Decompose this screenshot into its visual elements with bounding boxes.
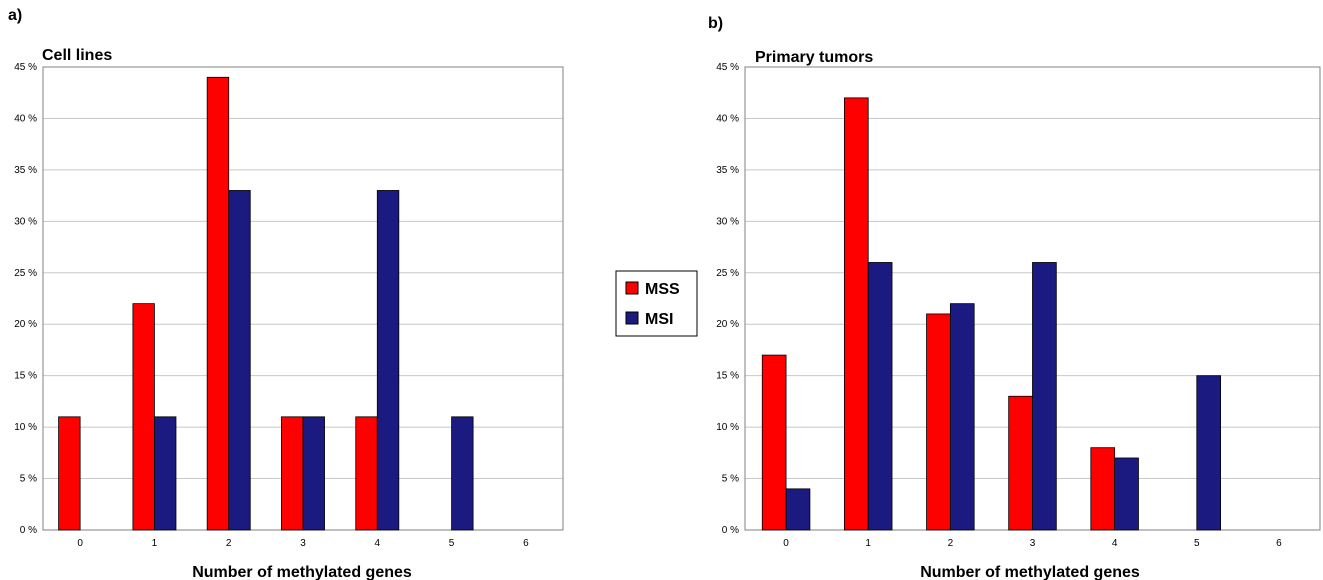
- y-tick-label-a: 10 %: [14, 422, 37, 433]
- chart-title-a: Cell lines: [42, 47, 112, 64]
- y-tick-label-a: 5 %: [20, 474, 37, 485]
- bar-mss-3-b: [1008, 395, 1033, 531]
- chart-panel-b: b) Primary tumors 0 % 5 % 10 % 15 % 20 % 25 %…: [708, 15, 1321, 580]
- bar-mss-4-b: [1090, 447, 1116, 531]
- x-tick-label-b: 6: [1276, 538, 1282, 549]
- y-tick-label-b: 35 %: [716, 165, 739, 176]
- x-tick-label-b: 2: [948, 538, 954, 549]
- legend-label-msi: MSI: [645, 311, 673, 328]
- plot-area-b: 0 % 5 % 10 % 15 % 20 % 25 % 30 % 35 % 40 % 45 % 0 1…: [716, 62, 1321, 549]
- bar-msi-1-b: [867, 262, 893, 531]
- panel-label-b: b): [708, 15, 723, 32]
- y-tick-label-b: 40 %: [716, 113, 739, 124]
- bar-mss-2-a: [206, 76, 230, 531]
- plot-area-a: 0 % 5 % 10 % 15 % 20 % 25 % 30 % 35 % 40 % 45 % 0 1…: [14, 62, 564, 549]
- legend-swatch-msi: [625, 311, 639, 325]
- bar-msi-1-a: [154, 416, 177, 531]
- x-tick-label-b: 3: [1030, 538, 1036, 549]
- x-tick-label-b: 4: [1112, 538, 1118, 549]
- y-tick-label-a: 25 %: [14, 268, 37, 279]
- y-tick-label-b: 25 %: [716, 268, 739, 279]
- y-tick-label-a: 35 %: [14, 165, 37, 176]
- legend-label-mss: MSS: [645, 281, 680, 298]
- x-axis-title-a: Number of methylated genes: [192, 564, 412, 580]
- x-tick-label-b: 1: [865, 538, 871, 549]
- x-axis-title-b: Number of methylated genes: [920, 564, 1140, 580]
- bar-mss-1-b: [843, 97, 869, 531]
- bar-msi-4-a: [376, 190, 400, 531]
- bar-mss-2-b: [926, 313, 951, 531]
- legend: MSS MSI: [615, 270, 698, 337]
- y-tick-label-b: 0 %: [722, 525, 739, 536]
- y-tick-label-b: 30 %: [716, 216, 739, 227]
- bar-msi-0-b: [785, 488, 811, 531]
- x-tick-label-a: 5: [449, 538, 455, 549]
- bar-msi-4-b: [1114, 457, 1139, 531]
- bar-mss-0-b: [761, 354, 787, 531]
- y-tick-label-b: 45 %: [716, 62, 739, 73]
- chart-title-b: Primary tumors: [755, 49, 873, 66]
- x-tick-label-b: 0: [783, 538, 789, 549]
- x-tick-label-b: 5: [1194, 538, 1200, 549]
- bar-msi-5-b: [1196, 375, 1222, 531]
- y-tick-label-a: 30 %: [14, 216, 37, 227]
- bar-mss-1-a: [132, 303, 155, 531]
- bar-mss-0-a: [58, 416, 81, 531]
- bar-mss-4-a: [355, 416, 378, 531]
- x-tick-label-a: 6: [523, 538, 529, 549]
- x-tick-label-a: 1: [152, 538, 158, 549]
- y-tick-label-b: 5 %: [722, 474, 739, 485]
- x-tick-label-a: 4: [375, 538, 381, 549]
- bar-msi-5-a: [451, 416, 474, 531]
- chart-panel-a: a) Cell lines 0 % 5 % 10 % 15 % 20 % 25 % 30 %…: [8, 7, 564, 580]
- bar-mss-3-a: [281, 416, 304, 531]
- y-tick-label-b: 15 %: [716, 371, 739, 382]
- y-tick-label-a: 15 %: [14, 371, 37, 382]
- bar-msi-3-b: [1032, 262, 1057, 531]
- bar-msi-3-a: [302, 416, 325, 531]
- x-tick-label-a: 3: [300, 538, 306, 549]
- y-tick-label-a: 45 %: [14, 62, 37, 73]
- legend-box: [615, 270, 698, 337]
- panel-label-a: a): [8, 7, 22, 24]
- legend-swatch-mss: [625, 281, 639, 295]
- y-tick-label-b: 20 %: [716, 319, 739, 330]
- y-tick-label-a: 40 %: [14, 113, 37, 124]
- x-tick-label-a: 2: [226, 538, 232, 549]
- y-tick-label-b: 10 %: [716, 422, 739, 433]
- bar-msi-2-b: [949, 303, 975, 531]
- y-tick-label-a: 20 %: [14, 319, 37, 330]
- bar-msi-2-a: [228, 190, 251, 531]
- x-tick-label-a: 0: [77, 538, 83, 549]
- y-tick-label-a: 0 %: [20, 525, 37, 536]
